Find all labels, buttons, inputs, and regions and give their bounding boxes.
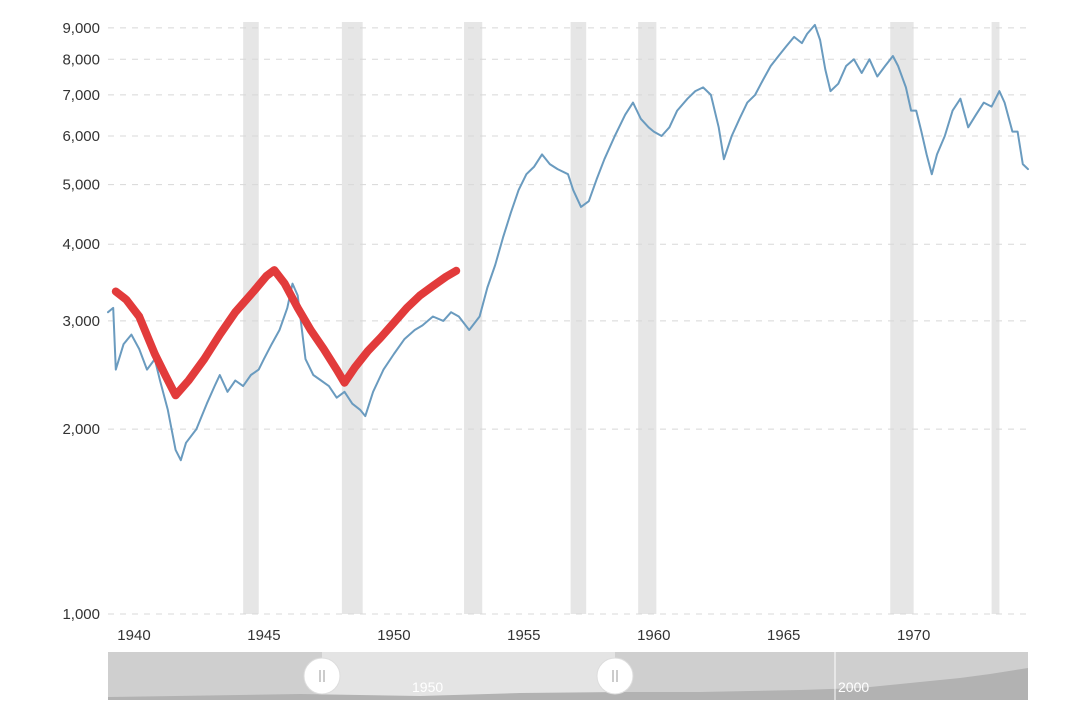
recession-band-1 — [341, 22, 363, 614]
recession-band-0 — [243, 22, 259, 614]
y-tick-label: 7,000 — [62, 87, 100, 104]
gridlines — [108, 27, 1028, 615]
recession-band-5 — [890, 22, 914, 614]
x-axis: 1940 1945 1950 1955 1960 1965 1970 — [117, 627, 930, 644]
y-tick-label: 4,000 — [62, 236, 100, 253]
x-tick-label: 1945 — [247, 627, 280, 644]
navigator-handle-left[interactable] — [303, 657, 341, 695]
series-line-red — [111, 266, 461, 400]
series-line-blue — [107, 23, 1029, 462]
y-tick-label: 1,000 — [62, 606, 100, 623]
x-tick-label: 1970 — [897, 627, 930, 644]
navigator-label: 2000 — [838, 679, 869, 695]
y-tick-label: 3,000 — [62, 313, 100, 330]
x-tick-label: 1950 — [377, 627, 410, 644]
series-lines — [107, 23, 1029, 462]
y-tick-label: 6,000 — [62, 128, 100, 145]
navigator-selection[interactable] — [322, 652, 615, 700]
x-tick-label: 1965 — [767, 627, 800, 644]
y-tick-label: 5,000 — [62, 177, 100, 194]
recession-band-6 — [991, 22, 1000, 614]
x-tick-label: 1960 — [637, 627, 670, 644]
recession-bands — [243, 22, 1000, 614]
x-tick-label: 1940 — [117, 627, 150, 644]
recession-band-4 — [638, 22, 657, 614]
y-tick-label: 9,000 — [62, 20, 100, 37]
x-tick-label: 1955 — [507, 627, 540, 644]
navigator-area — [108, 668, 1028, 700]
y-tick-label: 2,000 — [62, 421, 100, 438]
navigator-label: 1950 — [412, 679, 443, 695]
y-axis: 1,000 2,000 3,000 4,000 5,000 6,000 7,000 8,000… — [62, 20, 100, 623]
y-tick-label: 8,000 — [62, 51, 100, 68]
range-navigator[interactable]: 1950 2000 — [108, 652, 1028, 700]
recession-band-3 — [570, 22, 587, 614]
recession-band-2 — [464, 22, 483, 614]
navigator-handle-right[interactable] — [596, 657, 634, 695]
